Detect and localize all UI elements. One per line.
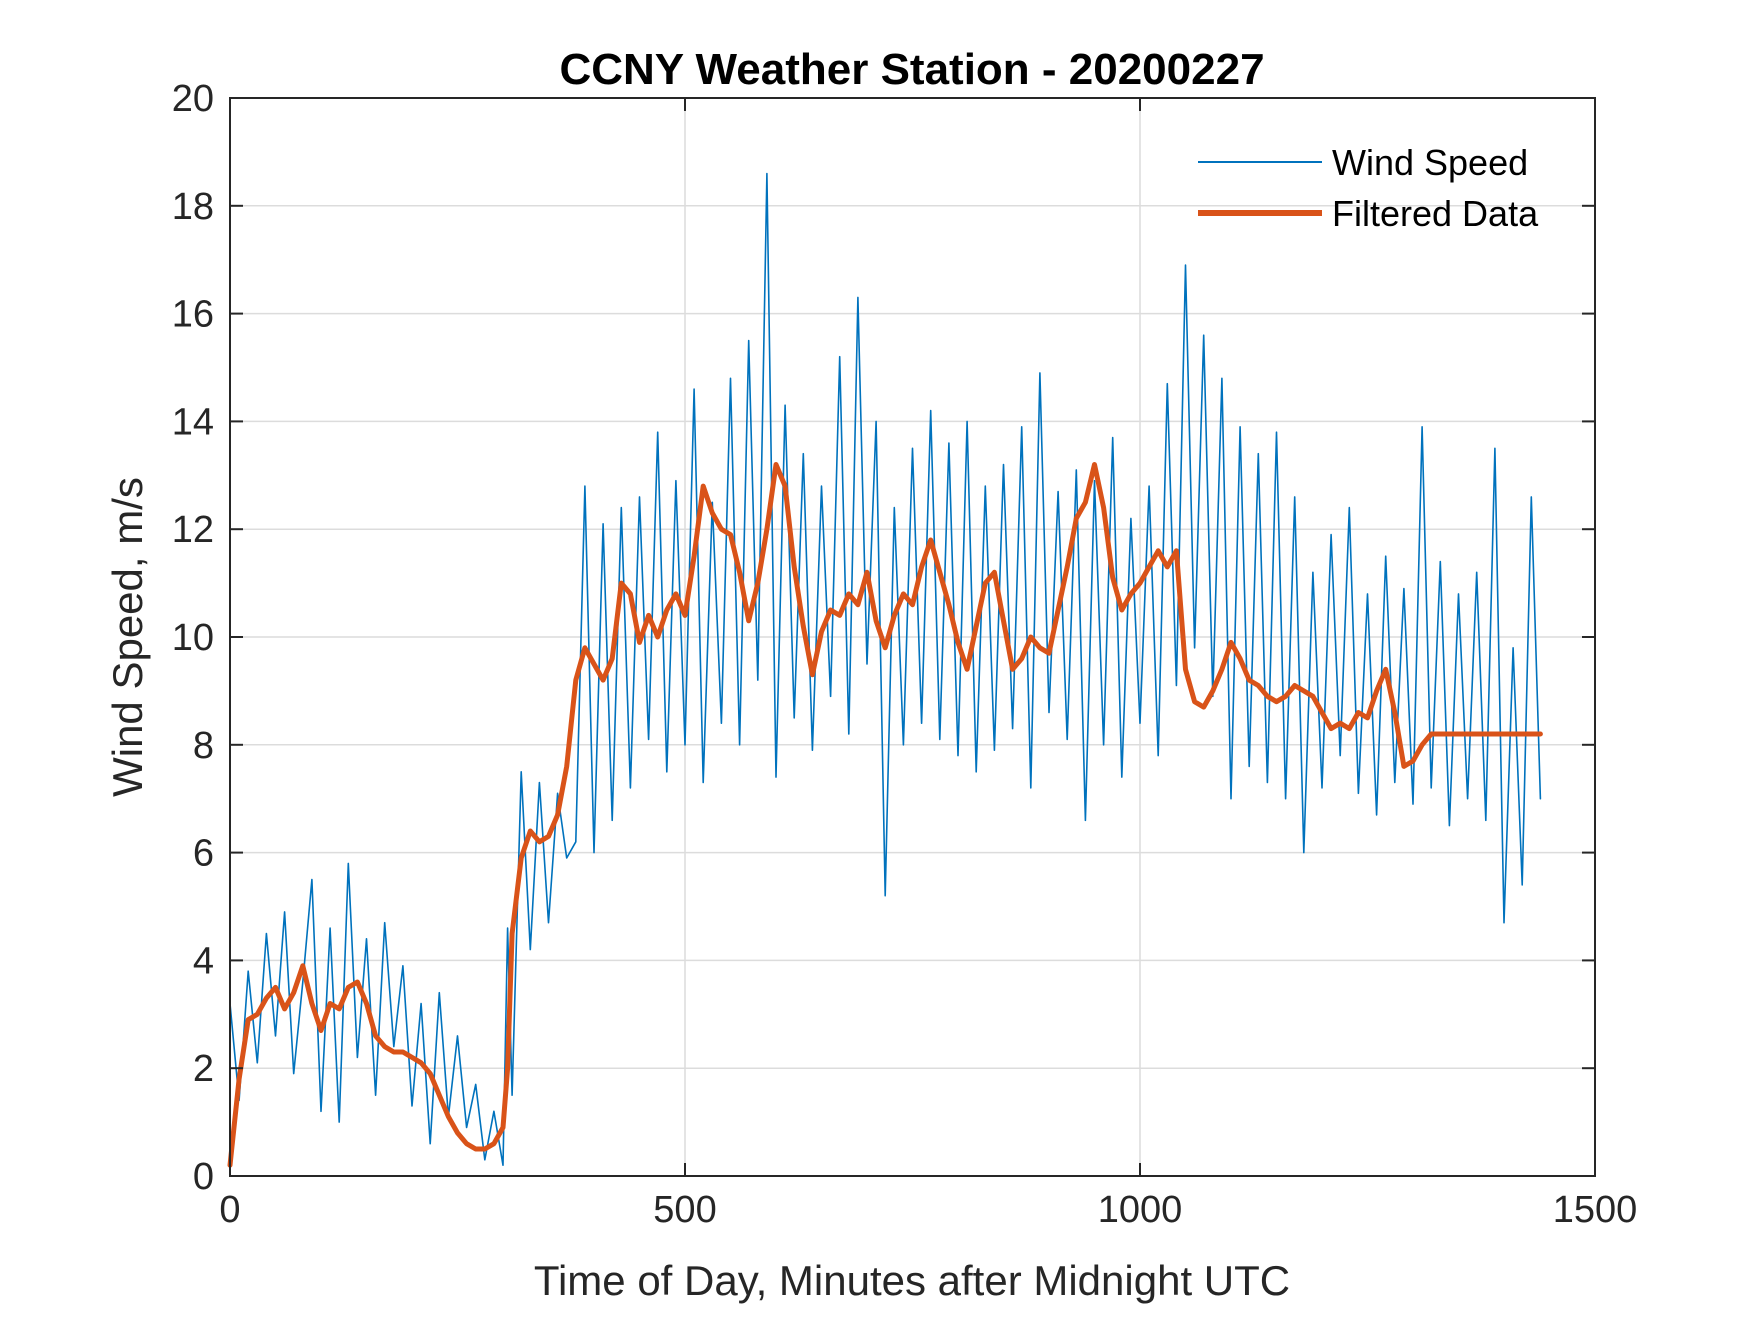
y-tick-label: 20 [172,78,214,120]
y-tick-label: 8 [193,725,214,767]
x-tick-label: 500 [653,1189,716,1231]
x-tick-label: 1000 [1098,1189,1183,1231]
y-tick-label: 10 [172,617,214,659]
y-tick-label: 4 [193,940,214,982]
x-tick-label: 0 [219,1189,240,1231]
legend: Wind Speed Filtered Data [1198,142,1539,234]
y-grid [230,205,1595,1069]
series-line-wind-speed [229,172,1542,1166]
x-tick-label: 1500 [1553,1189,1638,1231]
y-tick-label: 12 [172,509,214,551]
x-ticks: 0 500 1000 1500 [219,98,1637,1231]
chart-title: CCNY Weather Station - 20200227 [559,45,1264,94]
y-tick-label: 6 [193,833,214,875]
y-ticks: 0 2 4 6 8 10 12 14 16 18 20 [172,78,1595,1198]
legend-label-wind-speed: Wind Speed [1332,142,1528,183]
legend-label-filtered-data: Filtered Data [1332,193,1539,234]
y-tick-label: 16 [172,294,214,336]
y-tick-label: 18 [172,186,214,228]
y-tick-label: 0 [193,1156,214,1198]
y-tick-label: 2 [193,1048,214,1090]
y-axis-label: Wind Speed, m/s [104,477,151,797]
series-line-filtered-data [227,462,1543,1168]
series-layer [227,172,1543,1168]
x-axis-label: Time of Day, Minutes after Midnight UTC [534,1257,1290,1304]
y-tick-label: 14 [172,401,214,443]
